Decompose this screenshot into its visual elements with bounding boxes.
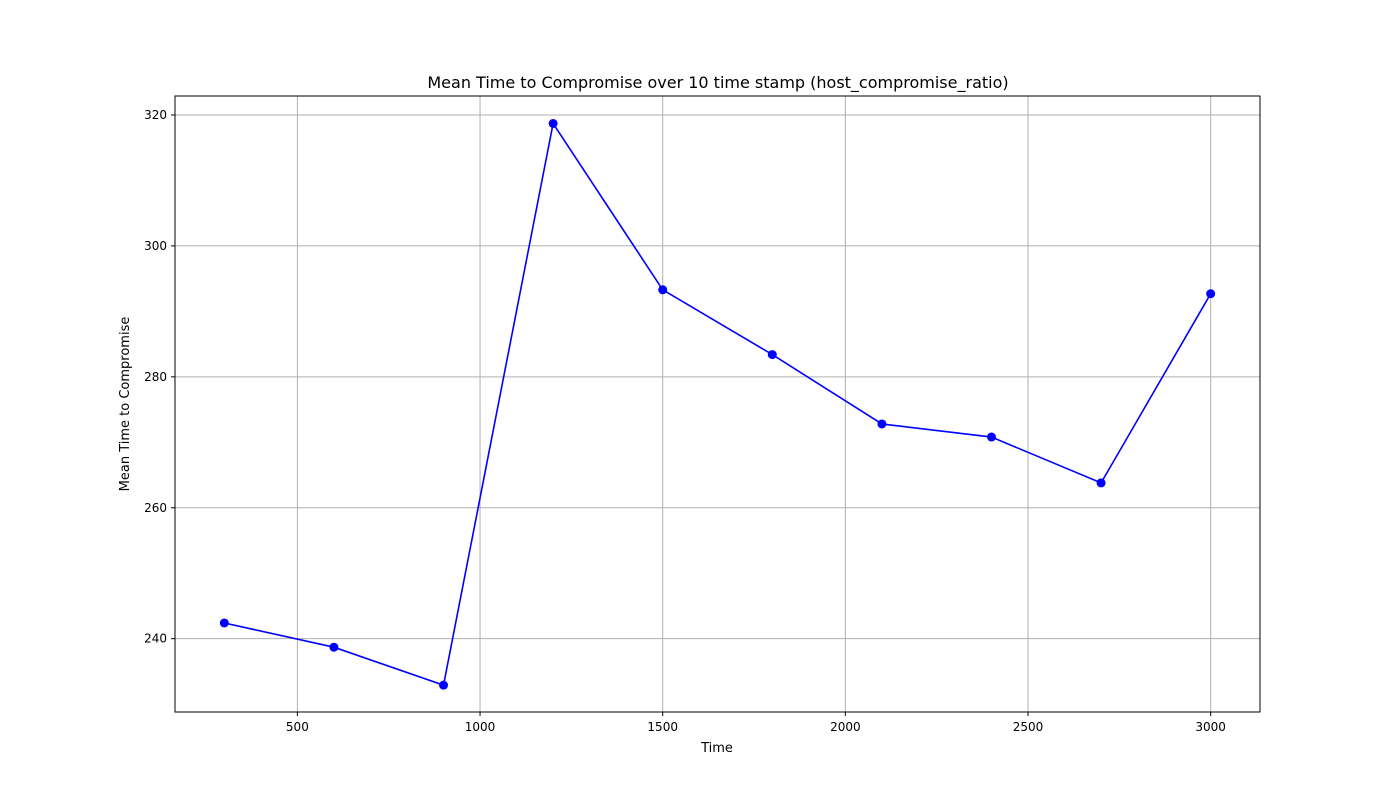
series-group <box>219 118 1216 690</box>
data-point <box>548 118 558 128</box>
data-point <box>767 350 777 360</box>
chart-title: Mean Time to Compromise over 10 time sta… <box>427 73 1008 93</box>
data-point <box>439 680 449 690</box>
x-tick-label: 2500 <box>1013 720 1044 734</box>
data-point <box>877 419 887 429</box>
series-line <box>224 121 1212 687</box>
x-tick-label: 500 <box>286 720 309 734</box>
plot-frame <box>174 95 1261 713</box>
y-tick-label: 260 <box>144 501 167 515</box>
y-tick-label: 320 <box>144 108 167 122</box>
data-point <box>658 285 668 295</box>
data-point <box>1206 289 1216 299</box>
axis-ticks: 500 1000 1500 2000 2500 3000 240 260 280 300 320 <box>144 108 1226 734</box>
data-point <box>329 642 339 652</box>
x-tick-label: 1000 <box>465 720 496 734</box>
x-tick-label: 2000 <box>830 720 861 734</box>
y-tick-label: 300 <box>144 239 167 253</box>
x-tick-label: 1500 <box>647 720 678 734</box>
data-point <box>219 618 229 628</box>
y-axis-label: Mean Time to Compromise <box>118 317 133 492</box>
x-axis-label: Time <box>700 741 733 756</box>
data-point <box>986 432 996 442</box>
data-point <box>1096 478 1106 488</box>
x-tick-label: 3000 <box>1195 720 1226 734</box>
y-tick-label: 240 <box>144 632 167 646</box>
y-tick-label: 280 <box>144 370 167 384</box>
grid-lines <box>175 96 1260 712</box>
